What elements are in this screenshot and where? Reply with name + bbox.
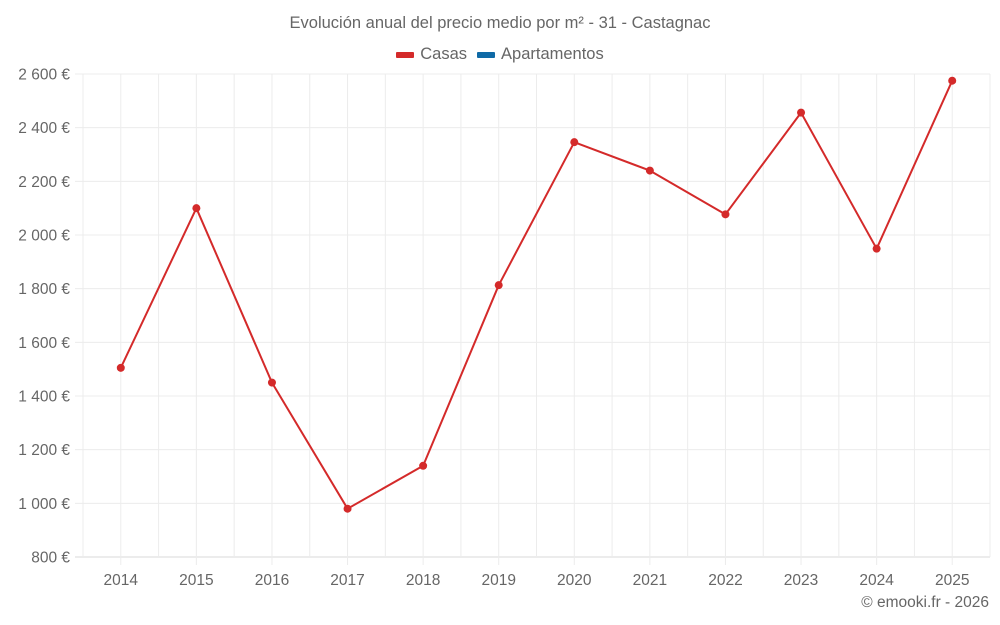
legend-label-casas: Casas	[420, 45, 468, 63]
data-point[interactable]	[419, 461, 428, 470]
x-tick-label: 2014	[104, 572, 139, 589]
y-tick-label: 800 €	[31, 550, 70, 567]
legend-item-casas[interactable]: Casas	[396, 45, 467, 64]
x-tick-label: 2022	[708, 572, 742, 589]
data-point[interactable]	[267, 378, 276, 387]
y-tick-label: 2 400 €	[18, 120, 70, 137]
x-tick-label: 2023	[784, 572, 818, 589]
y-tick-label: 1 000 €	[18, 496, 70, 513]
y-axis: 800 € 1 000 € 1 200 € 1 400 € 1 600 € 1 800 €…	[18, 67, 70, 567]
y-tick-label: 2 000 €	[18, 228, 70, 245]
x-tick-label: 2016	[255, 572, 289, 589]
x-tick-label: 2020	[557, 572, 592, 589]
data-point[interactable]	[192, 204, 201, 213]
data-point[interactable]	[116, 363, 125, 372]
copyright-footer: © emooki.fr - 2026	[861, 594, 989, 611]
x-axis: 2014 2015 2016 2017 2018 2019 2020 2021 2022 2023…	[104, 572, 970, 589]
x-tick-label: 2021	[633, 572, 667, 589]
y-tick-label: 1 200 €	[18, 442, 70, 459]
legend-label-apartamentos: Apartamentos	[501, 45, 604, 63]
x-tick-label: 2024	[859, 572, 894, 589]
legend: Casas Apartamentos	[0, 45, 1000, 64]
x-tick-label: 2025	[935, 572, 969, 589]
y-tick-label: 1 600 €	[18, 335, 70, 352]
y-tick-label: 2 200 €	[18, 174, 70, 191]
series-casas	[116, 76, 957, 513]
y-tick-label: 2 600 €	[18, 67, 70, 84]
x-tick-label: 2015	[179, 572, 213, 589]
legend-swatch-casas	[396, 51, 415, 58]
x-tick-label: 2019	[481, 572, 515, 589]
legend-swatch-apartamentos	[477, 51, 496, 58]
chart-title: Evolución anual del precio medio por m² …	[289, 14, 711, 32]
data-point[interactable]	[570, 138, 579, 147]
x-tick-label: 2018	[406, 572, 440, 589]
data-point[interactable]	[494, 281, 503, 290]
x-tick-label: 2017	[330, 572, 364, 589]
data-point[interactable]	[948, 76, 957, 85]
data-point[interactable]	[645, 166, 654, 175]
data-point[interactable]	[872, 244, 881, 253]
data-point[interactable]	[343, 504, 352, 513]
data-point[interactable]	[797, 108, 806, 117]
y-tick-label: 1 800 €	[18, 281, 70, 298]
legend-item-apartamentos[interactable]: Apartamentos	[477, 45, 604, 64]
data-point[interactable]	[721, 210, 730, 219]
grid-lines	[75, 73, 991, 565]
y-tick-label: 1 400 €	[18, 389, 70, 406]
